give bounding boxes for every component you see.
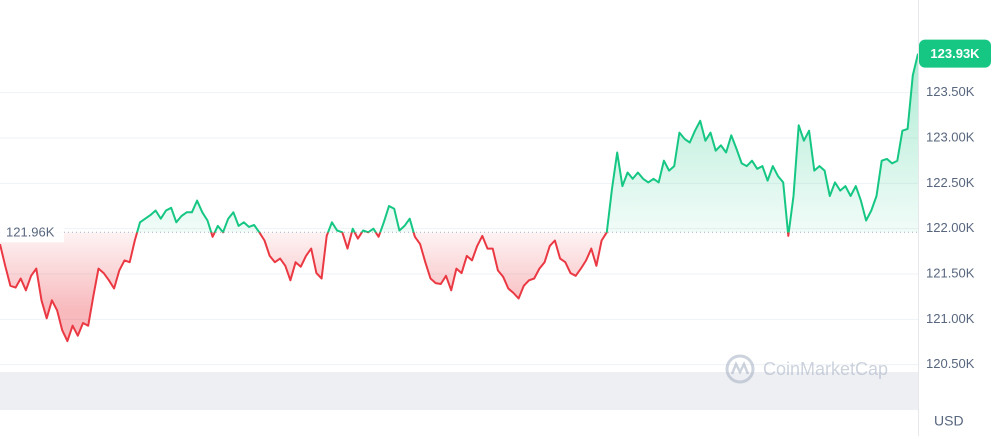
watermark-logo: [725, 354, 755, 384]
watermark: CoinMarketCap: [725, 354, 888, 384]
baseline-label: 121.96K: [6, 225, 55, 240]
watermark-text: CoinMarketCap: [763, 359, 888, 379]
y-tick-label: 121.00K: [926, 311, 975, 326]
last-price-label: 123.93K: [930, 46, 980, 61]
plot: [0, 53, 919, 343]
y-tick-label: 122.00K: [926, 220, 975, 235]
currency-label: USD: [934, 413, 964, 429]
volume-strip: [0, 372, 918, 410]
baseline-label-bg: [0, 222, 64, 243]
price-line: [0, 53, 919, 343]
y-tick-label: 120.50K: [926, 356, 975, 371]
last-price-badge: [919, 39, 991, 68]
y-tick-label: 122.50K: [926, 175, 975, 190]
area-fill: [0, 53, 918, 342]
watermark-logo-mark: [730, 360, 750, 375]
y-tick-label: 121.50K: [926, 265, 975, 280]
y-tick-label: 123.50K: [926, 84, 975, 99]
y-tick-label: 123.00K: [926, 129, 975, 144]
